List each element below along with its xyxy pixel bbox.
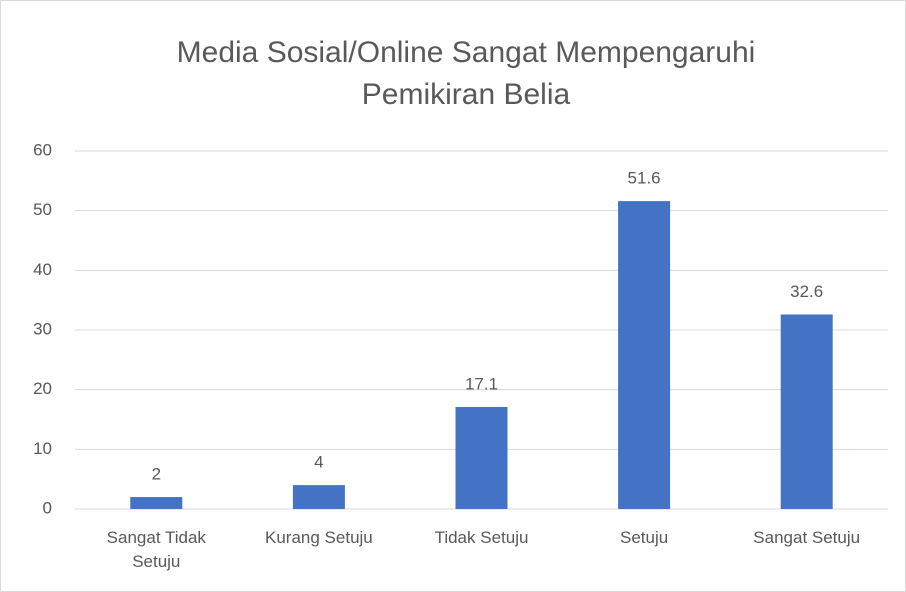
- chart-title: Media Sosial/Online Sangat Mempengaruhi …: [176, 36, 756, 111]
- x-tick-label: Sangat Setuju: [753, 528, 861, 547]
- x-tick-label: Kurang Setuju: [265, 528, 373, 547]
- x-tick-label: Tidak Setuju: [434, 528, 529, 547]
- bar: [455, 406, 508, 509]
- x-tick-label: Setuju: [619, 528, 669, 547]
- data-label: 51.6: [628, 169, 661, 188]
- data-label: 4: [314, 453, 323, 472]
- bar: [130, 497, 183, 509]
- y-tick-label: 60: [33, 140, 52, 159]
- y-tick-label: 30: [33, 319, 52, 338]
- y-tick-label: 10: [33, 439, 52, 458]
- y-tick-label: 0: [43, 498, 52, 517]
- y-tick-label: 20: [33, 379, 52, 398]
- y-tick-label: 40: [33, 260, 52, 279]
- x-tick-label: Sangat Tidak Setuju: [106, 528, 206, 571]
- data-label: 2: [152, 465, 161, 484]
- y-tick-label: 50: [33, 200, 52, 219]
- data-label: 32.6: [790, 282, 823, 301]
- data-label: 17.1: [465, 374, 498, 393]
- bar: [292, 485, 345, 509]
- bar: [618, 201, 671, 509]
- bar: [780, 314, 833, 509]
